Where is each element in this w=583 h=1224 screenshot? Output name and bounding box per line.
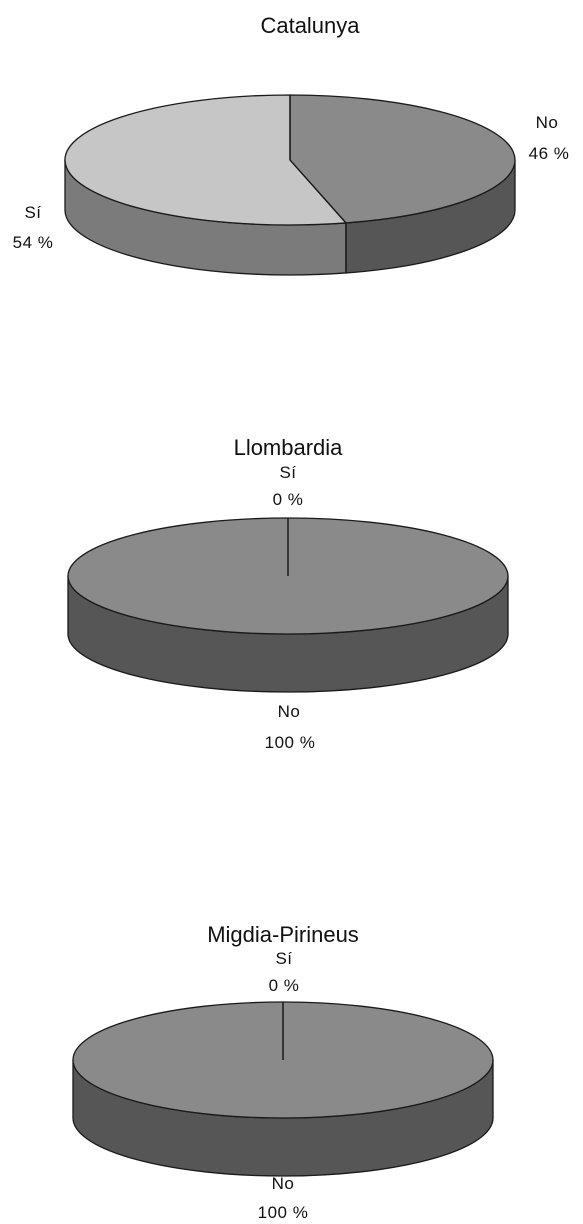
chart-title: Llombardia bbox=[234, 435, 344, 460]
slice-label-no: No bbox=[272, 1174, 295, 1193]
pie-migdia-pirineus bbox=[72, 1001, 494, 1177]
chart-title: Migdia-Pirineus bbox=[207, 922, 359, 947]
slice-label-si: Sí bbox=[279, 463, 296, 482]
pie-catalunya bbox=[64, 94, 516, 276]
pie-slice-no bbox=[289, 94, 516, 224]
chart-catalunya: Catalunya No 46 % Sí 54 % bbox=[13, 13, 570, 276]
slice-label-no: No bbox=[278, 702, 301, 721]
slice-value-si: 0 % bbox=[273, 490, 304, 509]
slice-value-no: 46 % bbox=[529, 144, 570, 163]
slice-value-no: 100 % bbox=[258, 1203, 309, 1222]
slice-value-si: 54 % bbox=[13, 233, 54, 252]
slice-label-si: Sí bbox=[275, 949, 292, 968]
pie-slice-si bbox=[64, 94, 347, 226]
pie-llombardia bbox=[67, 517, 509, 693]
slice-label-no: No bbox=[536, 113, 559, 132]
chart-llombardia: Llombardia Sí 0 % No 100 % bbox=[67, 435, 509, 752]
slice-value-no: 100 % bbox=[265, 733, 316, 752]
slice-label-si: Sí bbox=[24, 203, 41, 222]
chart-title: Catalunya bbox=[260, 13, 360, 38]
chart-migdia-pirineus: Migdia-Pirineus Sí 0 % No 100 % bbox=[72, 922, 494, 1222]
slice-value-si: 0 % bbox=[269, 976, 300, 995]
slice-boundary-line bbox=[289, 159, 347, 224]
